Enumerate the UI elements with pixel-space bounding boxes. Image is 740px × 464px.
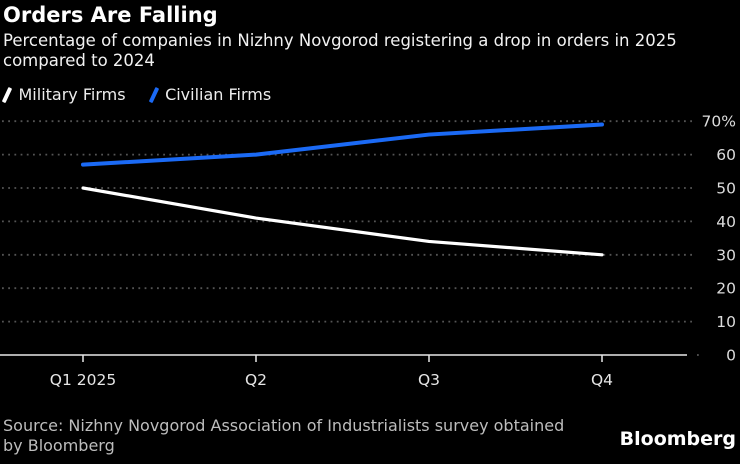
x-axis-tick-label: Q2 xyxy=(245,371,267,389)
x-axis-tick-label: Q3 xyxy=(418,371,440,389)
civilian-firms-line xyxy=(81,122,604,167)
source-note: Source: Nizhny Novgorod Association of I… xyxy=(3,416,564,455)
y-axis-tick-label: 20 xyxy=(716,280,736,298)
legend-label-military: Military Firms xyxy=(18,85,126,104)
chart-subtitle-line1: Percentage of companies in Nizhny Novgor… xyxy=(3,31,677,50)
chart-subtitle-line2: compared to 2024 xyxy=(3,51,155,70)
source-line2: by Bloomberg xyxy=(3,435,115,455)
x-axis-tick-label: Q1 2025 xyxy=(50,371,116,389)
x-axis-tick-label: Q4 xyxy=(591,371,613,389)
line-chart: 0 10 20 30 40 50 60 70% Q1 2025 Q2 Q3 Q4 xyxy=(0,113,736,389)
military-firms-line xyxy=(81,186,604,257)
legend-item-military-firms: Military Firms xyxy=(1,85,126,104)
y-axis-tick-label: 60 xyxy=(716,146,736,164)
legend-item-civilian-firms: Civilian Firms xyxy=(148,85,272,104)
y-axis-tick-label: 10 xyxy=(716,313,736,331)
chart-title: Orders Are Falling xyxy=(3,3,218,27)
y-axis-tick-label: 30 xyxy=(716,246,736,264)
source-line1: Source: Nizhny Novgorod Association of I… xyxy=(3,416,565,435)
legend-label-civilian: Civilian Firms xyxy=(165,85,272,104)
legend: Military Firms Civilian Firms xyxy=(1,85,272,104)
y-axis-tick-label: 70% xyxy=(702,113,736,131)
bloomberg-logo: Bloomberg xyxy=(619,428,736,450)
y-axis-tick-label: 40 xyxy=(716,213,736,231)
y-axis-tick-label: 0 xyxy=(726,347,736,365)
y-axis-tick-label: 50 xyxy=(716,180,736,198)
chart-subtitle: Percentage of companies in Nizhny Novgor… xyxy=(3,31,677,71)
